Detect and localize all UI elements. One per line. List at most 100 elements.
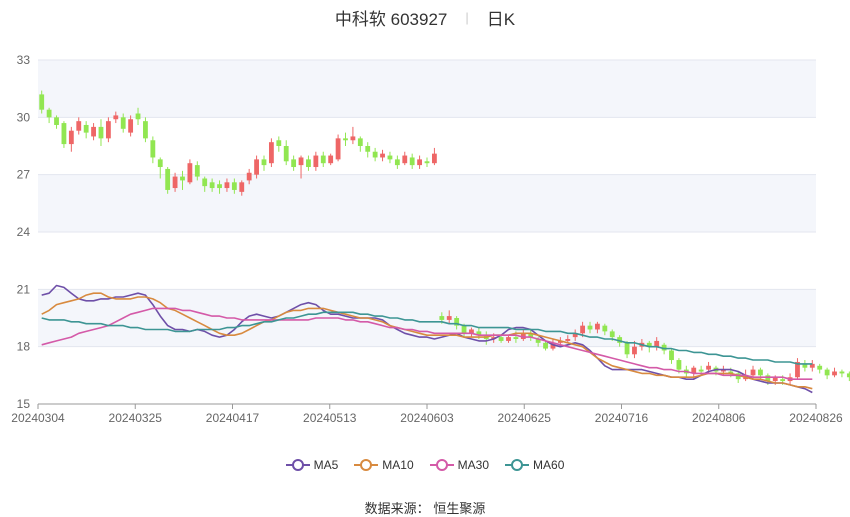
candle-body — [439, 316, 445, 320]
candle — [254, 155, 259, 179]
candle — [669, 348, 674, 364]
candle — [268, 138, 274, 168]
candle-body — [409, 157, 415, 166]
legend-marker-icon — [285, 458, 310, 472]
candle — [402, 151, 408, 166]
candle-body — [283, 146, 289, 162]
y-tick-label: 15 — [17, 397, 31, 411]
candle-body — [157, 159, 163, 168]
legend-item-ma60[interactable]: MA60 — [505, 458, 564, 472]
candle-body — [446, 316, 452, 320]
candle-body — [735, 373, 741, 380]
candle-body — [839, 371, 845, 374]
candle-body — [76, 121, 82, 131]
candle-body — [846, 373, 850, 378]
candle-body — [520, 333, 526, 340]
candle-body — [246, 172, 252, 181]
candle — [572, 329, 578, 341]
candle — [380, 149, 385, 162]
candle-body — [728, 371, 734, 374]
candle-body — [113, 115, 119, 120]
candle — [417, 155, 422, 169]
y-tick-label: 18 — [17, 340, 31, 354]
candle — [61, 121, 67, 148]
candle — [231, 178, 237, 194]
candle-body — [617, 337, 623, 343]
candle-body — [476, 331, 482, 336]
candle — [276, 136, 282, 152]
candle-body — [46, 109, 52, 118]
candle-body — [624, 342, 630, 355]
candle-body — [380, 153, 385, 158]
candle-body — [587, 325, 593, 330]
candle — [261, 155, 267, 171]
candle-body — [417, 159, 422, 166]
candle-body — [595, 323, 600, 330]
legend-item-ma30[interactable]: MA30 — [429, 458, 489, 472]
candle-body — [120, 117, 126, 129]
candle-body — [239, 182, 245, 192]
candle-body — [372, 151, 378, 158]
candle-body — [535, 339, 541, 343]
candle-body — [669, 350, 674, 361]
candle-body — [357, 138, 363, 146]
grid-band — [38, 289, 816, 347]
candle-body — [98, 126, 104, 139]
candle — [387, 151, 393, 164]
candle — [209, 178, 215, 192]
candle — [194, 161, 200, 181]
candle-body — [698, 369, 704, 372]
candle-body — [402, 155, 408, 164]
legend-item-ma10[interactable]: MA10 — [354, 458, 414, 472]
y-tick-label: 30 — [17, 110, 31, 124]
candle-body — [350, 136, 356, 141]
x-tick-label: 20240625 — [498, 411, 552, 425]
candle — [98, 119, 104, 146]
candle — [328, 153, 334, 166]
candle-body — [128, 119, 134, 133]
candle-body — [632, 346, 637, 355]
x-tick-label: 20240325 — [109, 411, 163, 425]
candle-body — [750, 369, 756, 376]
candle — [283, 140, 289, 166]
grid-band — [38, 60, 816, 118]
candle-body — [39, 94, 45, 110]
candle-body — [513, 337, 519, 340]
candle — [54, 115, 59, 129]
candle-body — [720, 369, 726, 372]
legend-marker-icon — [429, 458, 454, 472]
candle — [217, 180, 222, 194]
candle-body — [394, 159, 400, 166]
candle — [157, 157, 163, 179]
legend-label: MA5 — [313, 458, 339, 472]
x-tick-label: 20240716 — [595, 411, 649, 425]
candle — [46, 107, 52, 124]
candle — [817, 363, 823, 374]
ma5-line — [41, 284, 813, 394]
x-tick-label: 20240826 — [789, 411, 843, 425]
candle — [187, 159, 193, 185]
candle-body — [528, 333, 534, 338]
candle-body — [335, 138, 341, 160]
candle — [520, 329, 526, 341]
candle — [824, 367, 830, 380]
candle-body — [580, 325, 586, 334]
candle — [735, 371, 741, 383]
legend-item-ma5[interactable]: MA5 — [285, 458, 339, 472]
y-tick-label: 21 — [17, 282, 31, 296]
candle-body — [298, 157, 304, 166]
candle-body — [194, 165, 200, 177]
x-tick-label: 20240513 — [303, 411, 357, 425]
candle — [165, 167, 171, 194]
chart-title: 中科软 603927 | 日K — [0, 6, 850, 29]
candle-body — [809, 363, 815, 368]
candle-body — [565, 339, 571, 341]
candle — [335, 134, 341, 162]
candle — [68, 126, 74, 152]
candle-body — [254, 159, 259, 175]
candle — [120, 113, 126, 133]
candle — [446, 310, 452, 324]
candle — [350, 126, 356, 145]
candle — [76, 117, 82, 135]
candle — [291, 155, 297, 171]
